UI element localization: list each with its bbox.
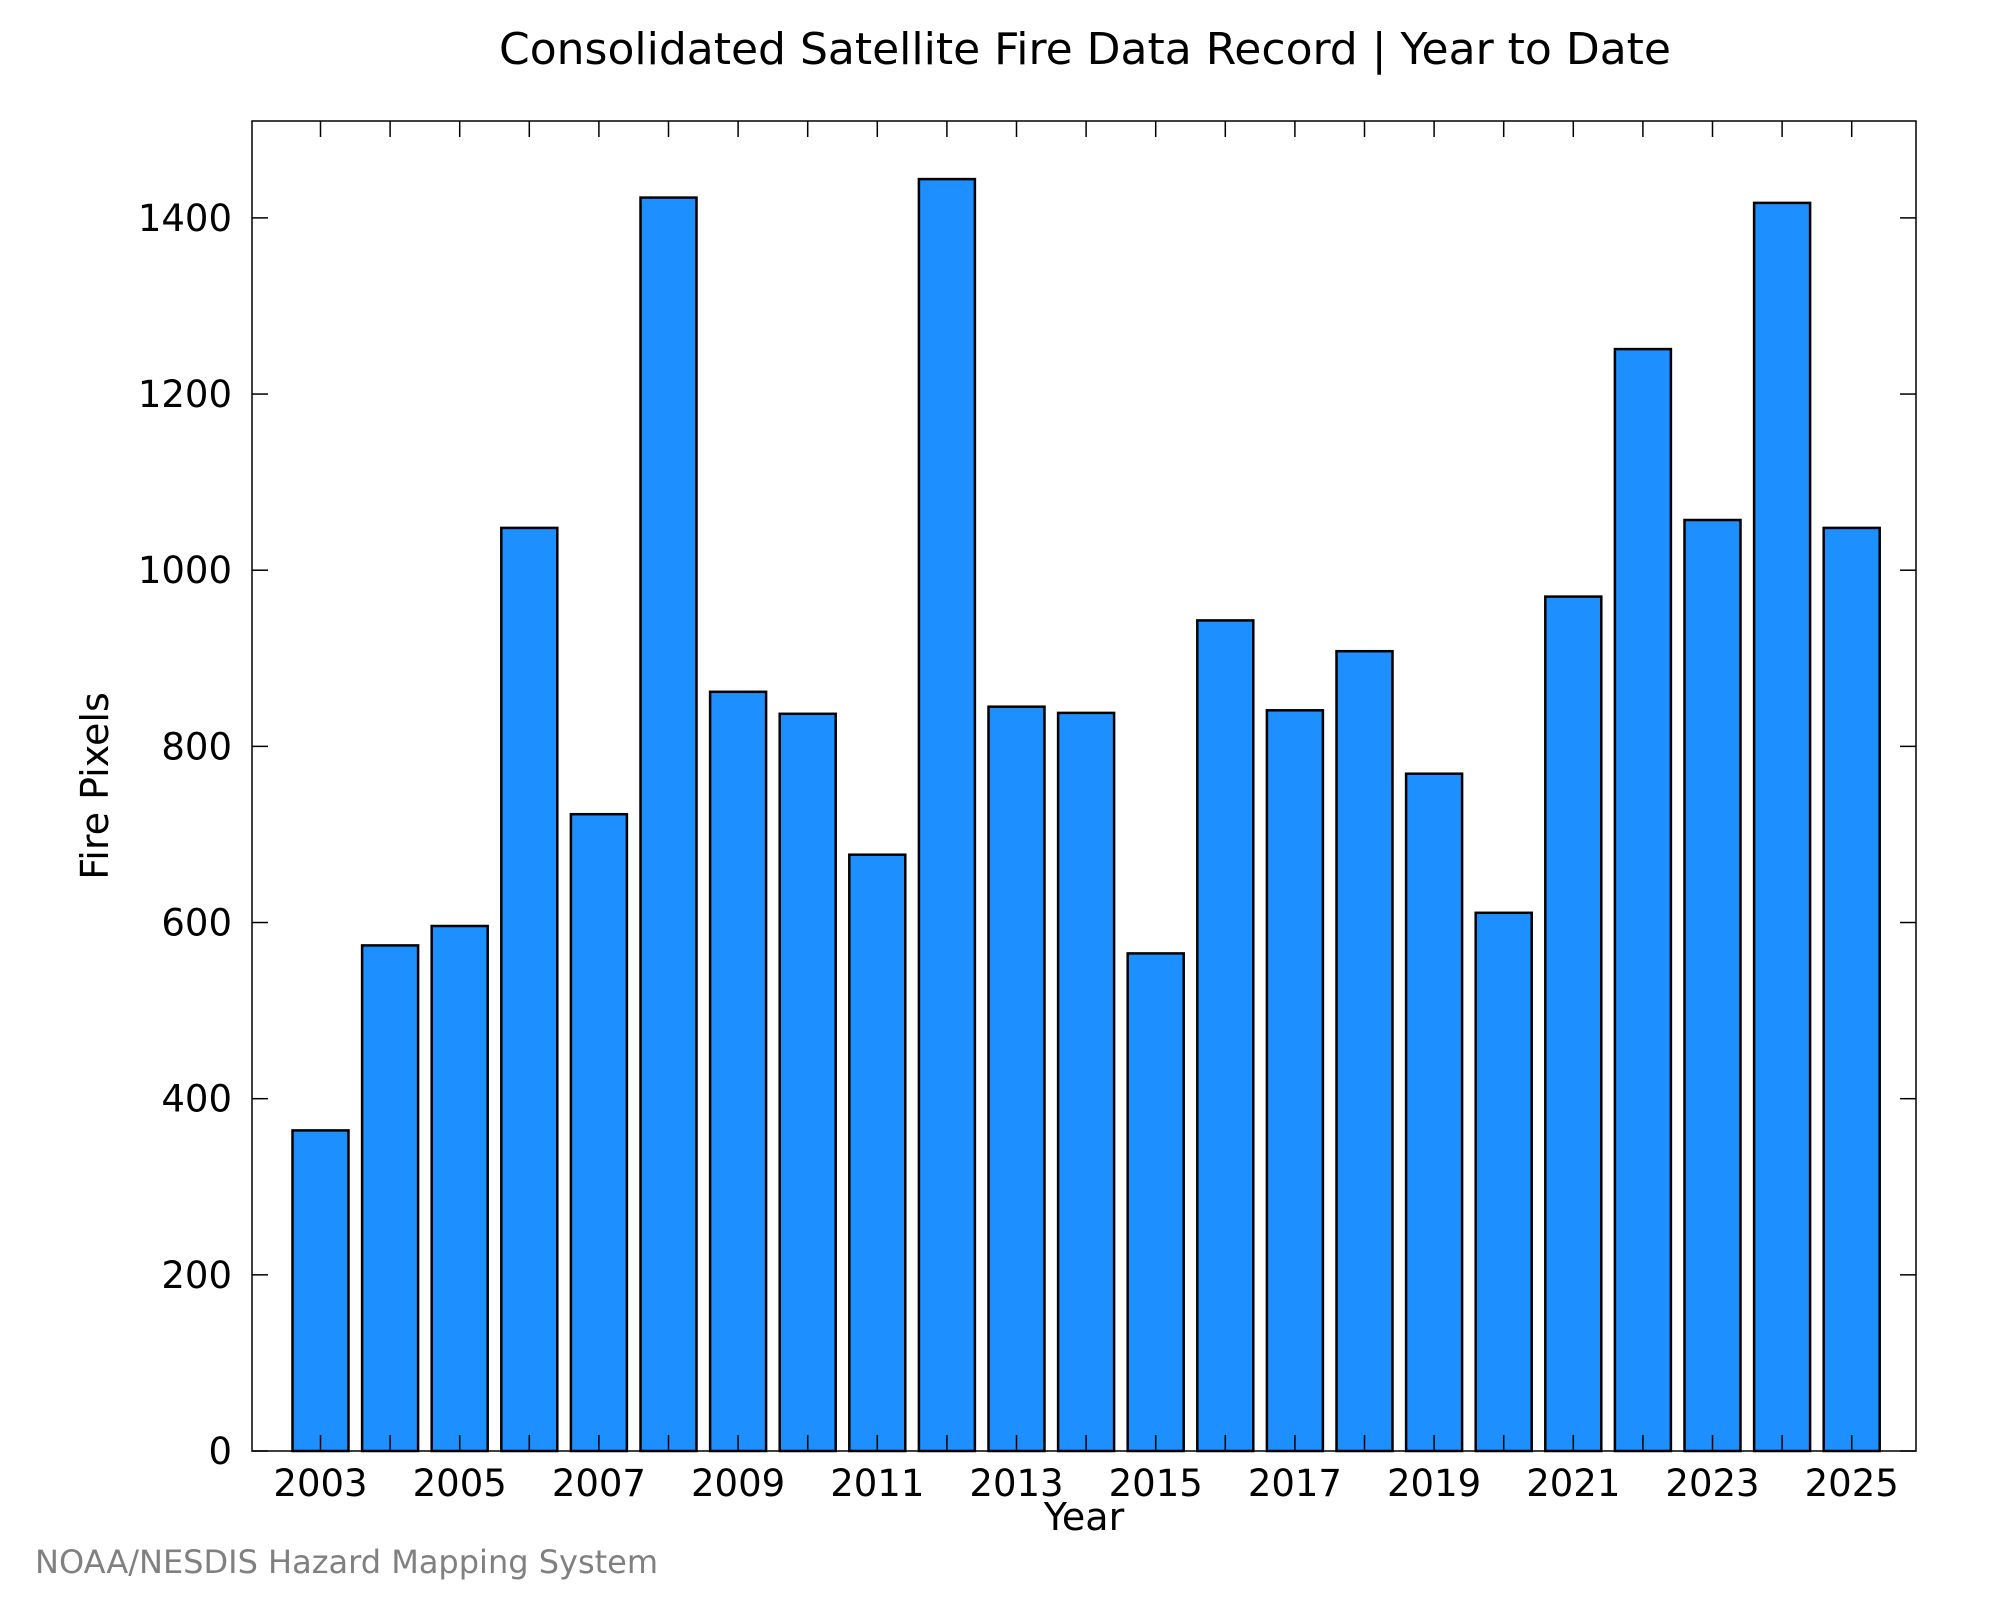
- x-tick-label: 2011: [830, 1462, 924, 1505]
- bar-2014: [1056, 711, 1116, 1453]
- x-tick-label: 2005: [413, 1462, 507, 1505]
- ticks-layer: 0 200 400 600 800 1000 1200 1400 2003 2005 2007 200…: [138, 121, 1916, 1505]
- x-tick-label: 2013: [969, 1462, 1063, 1505]
- bar-2007: [569, 812, 629, 1453]
- bar-2022: [1613, 347, 1673, 1453]
- bar-2011: [848, 853, 907, 1453]
- bar-2013: [987, 705, 1046, 1453]
- y-tick-label: 600: [161, 902, 232, 945]
- y-tick-label: 1400: [138, 197, 232, 240]
- x-tick-label: 2023: [1665, 1462, 1759, 1505]
- bar-2025: [1822, 526, 1881, 1453]
- x-tick-label: 2003: [273, 1462, 367, 1505]
- y-tick-label: 800: [161, 725, 232, 768]
- bar-2010: [778, 712, 837, 1453]
- bar-2009: [708, 690, 768, 1453]
- bar-2021: [1544, 595, 1603, 1453]
- bar-2006: [500, 526, 559, 1453]
- x-tick-label: 2015: [1109, 1462, 1203, 1505]
- bar-2023: [1683, 518, 1742, 1453]
- x-tick-label: 2021: [1526, 1462, 1620, 1505]
- bars-layer: [291, 177, 1881, 1453]
- y-tick-label: 1200: [138, 373, 232, 416]
- bar-2020: [1474, 911, 1533, 1453]
- bar-2017: [1265, 709, 1325, 1453]
- bar-2018: [1335, 649, 1394, 1453]
- x-tick-label: 2025: [1805, 1462, 1899, 1505]
- bar-2005: [430, 924, 489, 1453]
- bar-2016: [1196, 619, 1255, 1453]
- source-credit: NOAA/NESDIS Hazard Mapping System: [35, 1543, 658, 1581]
- bar-2003: [291, 1129, 350, 1453]
- y-axis-label: Fire Pixels: [73, 692, 117, 880]
- bar-2019: [1404, 772, 1464, 1453]
- bar-2012: [917, 177, 977, 1453]
- y-tick-label: 400: [161, 1078, 232, 1121]
- plot-frame: [251, 120, 1917, 1452]
- x-tick-label: 2009: [691, 1462, 785, 1505]
- y-tick-label: 200: [161, 1254, 232, 1297]
- bar-2008: [639, 196, 698, 1453]
- bar-2015: [1126, 952, 1185, 1453]
- bar-2004: [360, 944, 420, 1453]
- x-tick-label: 2017: [1248, 1462, 1342, 1505]
- chart-title: Consolidated Satellite Fire Data Record …: [499, 24, 1671, 75]
- bar-2024: [1752, 201, 1812, 1453]
- x-axis-label: Year: [1043, 1495, 1125, 1539]
- x-tick-label: 2007: [552, 1462, 646, 1505]
- y-tick-label: 0: [208, 1430, 232, 1473]
- x-tick-label: 2019: [1387, 1462, 1481, 1505]
- y-tick-label: 1000: [138, 549, 232, 592]
